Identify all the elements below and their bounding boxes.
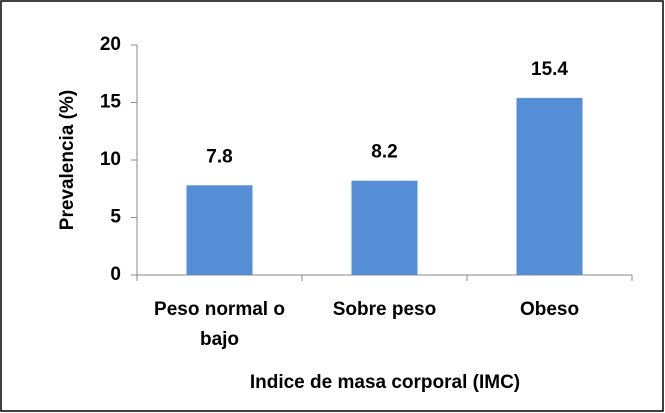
x-tick-label: Sobre peso	[332, 299, 437, 320]
y-tick-label: 0	[110, 264, 121, 285]
y-tick-label: 5	[110, 207, 121, 228]
y-tick-label: 20	[100, 34, 121, 55]
x-axis-title: Indice de masa corporal (IMC)	[250, 372, 520, 393]
data-label: 7.8	[206, 146, 232, 167]
bar	[516, 97, 583, 276]
data-label: 8.2	[371, 142, 397, 163]
y-axis-title: Prevalencia (%)	[57, 90, 78, 230]
data-label: 15.4	[531, 59, 568, 80]
y-tick-label: 15	[100, 92, 122, 113]
y-tick-label: 10	[100, 149, 121, 170]
x-tick-label: Peso normal o bajo	[154, 299, 285, 350]
bar	[351, 180, 418, 275]
bar	[186, 185, 253, 275]
x-tick-label: Obeso	[519, 299, 580, 320]
